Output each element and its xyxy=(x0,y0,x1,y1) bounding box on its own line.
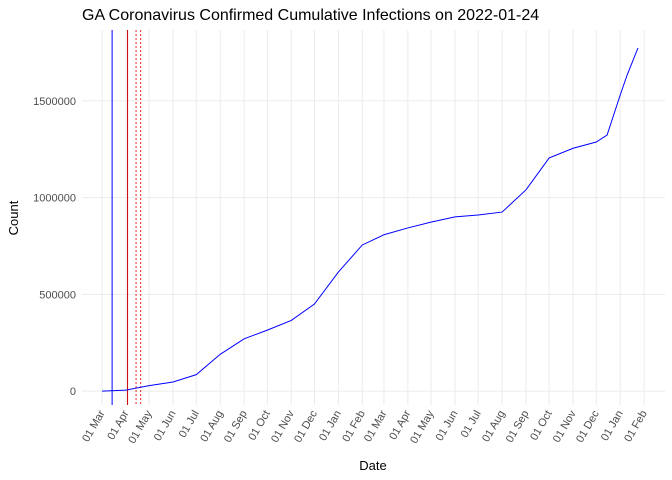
x-tick-label: 01 Sep xyxy=(504,409,532,445)
x-tick-label: 01 Feb xyxy=(622,409,650,445)
x-tick-label: 01 Jul xyxy=(459,409,484,440)
y-tick-label: 500000 xyxy=(39,289,76,301)
y-axis-label: Count xyxy=(6,200,21,235)
x-tick-label: 01 Mar xyxy=(80,408,108,444)
y-tick-label: 1500000 xyxy=(33,96,76,108)
x-tick-label: 01 Dec xyxy=(574,408,602,445)
x-tick-label: 01 Jun xyxy=(152,409,179,444)
chart-title: GA Coronavirus Confirmed Cumulative Infe… xyxy=(82,7,539,24)
y-tick-label: 0 xyxy=(70,386,76,398)
x-tick-label: 01 Jul xyxy=(177,409,202,440)
data-line xyxy=(102,47,639,392)
x-tick-label: 01 Jun xyxy=(434,409,461,444)
x-tick-label: 01 May xyxy=(408,408,437,446)
x-tick-label: 01 Sep xyxy=(222,409,250,445)
x-tick-label: 01 May xyxy=(126,408,155,446)
y-tick-label: 1000000 xyxy=(33,193,76,205)
x-axis-label: Date xyxy=(359,458,386,473)
x-tick-label: 01 Dec xyxy=(292,408,320,445)
